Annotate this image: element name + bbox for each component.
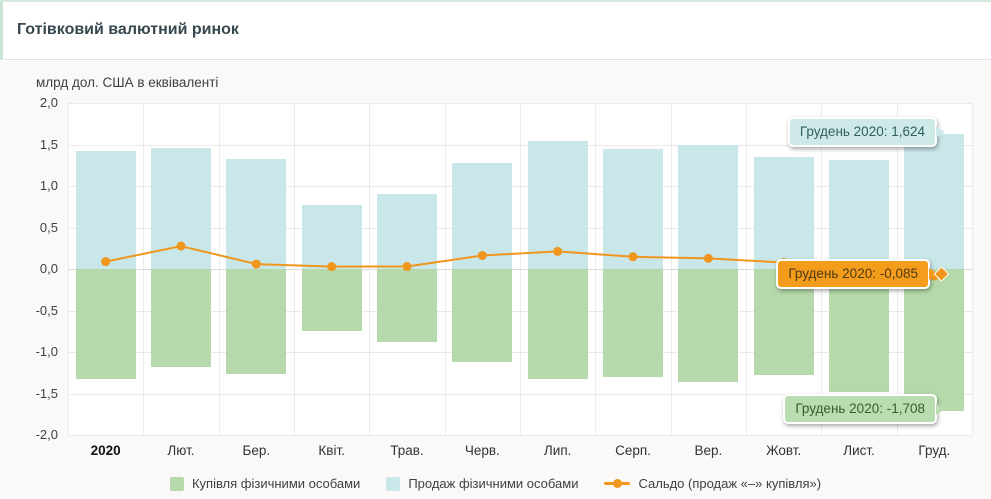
bar-purchase[interactable] (301, 269, 362, 332)
tooltip-balance-december-text: Грудень 2020: -0,085 (788, 266, 918, 281)
gridline-vertical (369, 103, 370, 435)
plot-area: Грудень 2020: 1,624 Грудень 2020: -0,085… (68, 103, 973, 436)
gridline-vertical (294, 103, 295, 435)
gridline-vertical (671, 103, 672, 435)
bar-sales[interactable] (603, 149, 663, 269)
x-axis-tick-label: Вер. (694, 443, 723, 458)
bar-sales[interactable] (301, 204, 362, 269)
bar-sales[interactable] (377, 193, 437, 269)
bar-sales[interactable] (753, 156, 814, 269)
panel-header: Готівковий валютний ринок (0, 0, 991, 60)
bar-purchase[interactable] (452, 269, 513, 362)
x-axis-tick-label: Жовт. (766, 443, 802, 458)
x-axis-tick-label: 2020 (90, 443, 121, 458)
bar-purchase[interactable] (678, 269, 739, 382)
balance-point[interactable] (553, 246, 563, 256)
x-axis-tick-label: Квіт. (318, 443, 345, 458)
legend-item-balance[interactable]: Сальдо (продаж «–» купівля») (604, 476, 821, 491)
tooltip-balance-december: Грудень 2020: -0,085 (776, 259, 950, 289)
gridline-vertical (595, 103, 596, 435)
balance-point[interactable] (251, 259, 261, 269)
bar-purchase[interactable] (904, 269, 965, 411)
legend-purchase-label: Купівля фізичними особами (191, 476, 361, 491)
x-axis-tick-label: Лист. (843, 443, 875, 458)
x-axis-tick-label: Лют. (167, 443, 195, 458)
y-axis-tick-label: -2,0 (35, 427, 58, 442)
chart-card: млрд дол. США в еквіваленті Грудень 2020… (0, 61, 991, 499)
legend-sale-label: Продаж фізичними особами (408, 476, 579, 491)
bar-purchase[interactable] (527, 269, 588, 379)
tooltip-sales-december-text: Грудень 2020: 1,624 (799, 124, 925, 139)
panel-title: Готівковий валютний ринок (17, 21, 239, 38)
gridline-vertical (972, 103, 973, 435)
legend-item-sale[interactable]: Продаж фізичними особами (386, 476, 578, 491)
balance-point[interactable] (477, 250, 487, 260)
sale-swatch-icon (386, 476, 401, 491)
bar-purchase[interactable] (829, 269, 889, 392)
balance-point[interactable] (703, 253, 713, 263)
gridline-vertical (520, 103, 521, 435)
y-axis-tick-label: -1,0 (35, 344, 58, 359)
gridline-vertical (746, 103, 747, 435)
balance-point[interactable] (402, 262, 412, 272)
gridline-horizontal (68, 435, 972, 436)
bar-sales[interactable] (226, 158, 287, 269)
gridline-vertical (143, 103, 144, 435)
chart-legend: Купівля фізичними особами Продаж фізични… (0, 476, 991, 491)
callout-arrow-icon (936, 403, 945, 415)
y-axis-tick-label: 1,5 (39, 136, 58, 152)
x-axis-tick-label: Лип. (543, 443, 572, 458)
y-axis-title: млрд дол. США в еквіваленті (36, 75, 219, 90)
x-axis-tick-label: Трав. (390, 443, 424, 458)
purchase-swatch-icon (169, 476, 184, 491)
balance-point[interactable] (628, 252, 638, 262)
callout-arrow-icon (936, 126, 945, 138)
bar-purchase[interactable] (226, 269, 287, 375)
bar-purchase[interactable] (75, 269, 136, 380)
x-axis-tick-label: Серп. (615, 443, 651, 458)
balance-point[interactable] (101, 257, 111, 267)
y-axis-tick-label: -0,5 (35, 302, 58, 318)
bar-purchase[interactable] (603, 269, 663, 377)
bar-sales[interactable] (678, 145, 739, 269)
balance-point[interactable] (176, 241, 186, 251)
balance-point[interactable] (327, 262, 337, 272)
y-axis-tick-label: 1,0 (39, 178, 58, 193)
gridline-vertical (219, 103, 220, 435)
bar-purchase[interactable] (377, 269, 437, 342)
tooltip-sales-december: Грудень 2020: 1,624 (787, 117, 945, 147)
bar-sales[interactable] (829, 160, 889, 269)
y-axis-tick-label: 0,5 (39, 219, 58, 235)
x-axis-tick-label: Груд. (918, 443, 951, 458)
gridline-vertical (68, 103, 69, 435)
balance-line-icon (604, 479, 631, 488)
legend-item-purchase[interactable]: Купівля фізичними особами (169, 476, 361, 491)
y-axis-tick-label: 0,0 (39, 261, 58, 276)
y-axis-tick-label: -1,5 (35, 385, 58, 401)
bar-sales[interactable] (75, 151, 136, 269)
bar-purchase[interactable] (151, 269, 211, 367)
gridline-vertical (445, 103, 446, 435)
y-axis-tick-label: 2,0 (39, 95, 58, 110)
x-axis-tick-label: Черв. (464, 443, 500, 458)
x-axis-tick-label: Бер. (242, 443, 271, 458)
bar-sales[interactable] (904, 134, 965, 269)
legend-balance-label: Сальдо (продаж «–» купівля») (638, 476, 822, 491)
tooltip-purchase-december-text: Грудень 2020: -1,708 (795, 401, 925, 416)
callout-arrow-icon (929, 268, 938, 280)
tooltip-purchase-december: Грудень 2020: -1,708 (783, 394, 945, 424)
